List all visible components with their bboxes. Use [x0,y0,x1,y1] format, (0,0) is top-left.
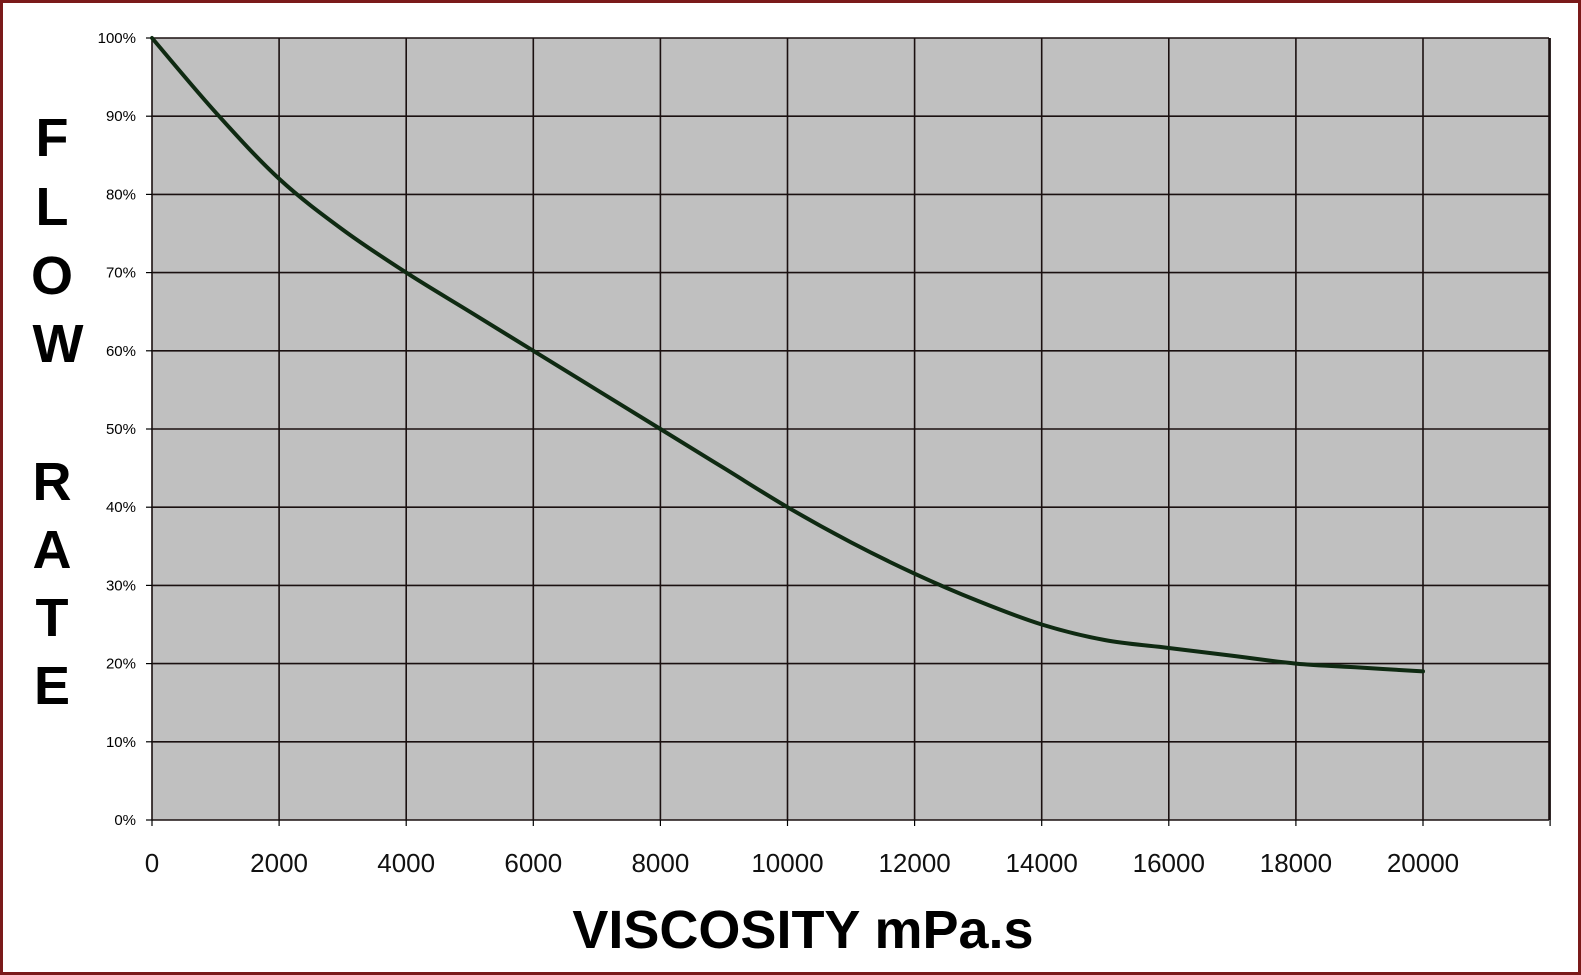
y-axis-label-letter: R [33,452,72,512]
y-tick-label: 70% [106,265,136,282]
y-tick-label: 80% [106,186,136,203]
x-tick-label: 2000 [250,848,308,878]
y-axis-label-letter: E [34,656,70,716]
y-tick-label: 90% [106,108,136,125]
y-tick-label: 20% [106,656,136,673]
x-tick-label: 18000 [1260,848,1332,878]
y-axis-ticks: 0% 10% 20% 30% 40% 50% 60% 70% 80% 90% 100% [98,30,136,829]
x-tick-label: 16000 [1133,848,1205,878]
y-axis-label-letter: L [36,177,69,237]
x-tick-label: 8000 [631,848,689,878]
y-axis-label-letter: W [33,314,84,374]
y-axis-label-letter: A [33,520,72,580]
y-axis-label-letter: F [36,108,69,168]
y-tick-label: 10% [106,734,136,751]
y-tick-label: 30% [106,577,136,594]
x-tick-label: 20000 [1387,848,1459,878]
x-tick-label: 4000 [377,848,435,878]
x-axis-label: VISCOSITY mPa.s [572,900,1033,960]
y-tick-label: 50% [106,421,136,438]
x-tick-label: 10000 [751,848,823,878]
x-tick-label: 6000 [504,848,562,878]
y-tick-label: 0% [114,812,136,829]
flow-rate-line [150,36,1425,674]
series-layer [150,36,1425,674]
x-axis-ticks: 0 2000 4000 6000 8000 10000 12000 14000 16000 180… [145,848,1459,878]
x-tick-label: 14000 [1006,848,1078,878]
x-tick-label: 0 [145,848,159,878]
y-tick-label: 60% [106,343,136,360]
y-tick-label: 100% [98,30,136,47]
gridlines [146,37,1551,826]
x-tick-label: 12000 [878,848,950,878]
y-axis-label-letter: T [36,588,69,648]
y-axis-label-letter: O [31,246,73,306]
y-tick-label: 40% [106,499,136,516]
